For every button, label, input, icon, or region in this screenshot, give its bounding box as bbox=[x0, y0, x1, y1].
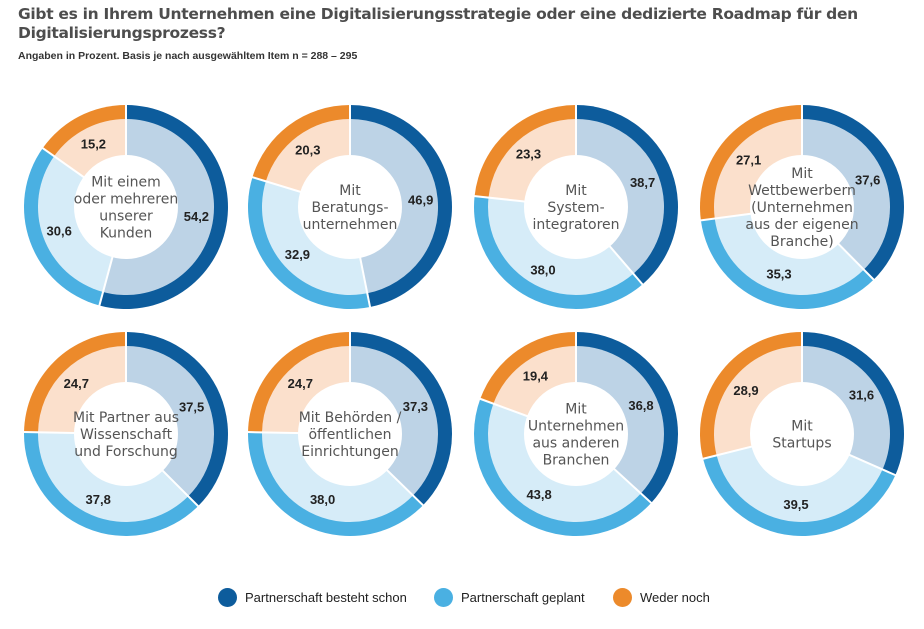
donut-hole bbox=[298, 155, 402, 259]
chart-subtitle: Angaben in Prozent. Basis je nach ausgew… bbox=[18, 50, 358, 62]
category-label: System- bbox=[547, 200, 604, 216]
category-label: Mit bbox=[565, 402, 587, 418]
donut-hole bbox=[298, 382, 402, 486]
category-label: Mit bbox=[339, 183, 361, 199]
category-label: Branche) bbox=[770, 234, 833, 250]
value-label-geplant: 38,0 bbox=[310, 492, 335, 507]
donut-hole bbox=[750, 382, 854, 486]
legend: Partnerschaft besteht schon Partnerschaf… bbox=[0, 584, 924, 610]
donut-hole bbox=[524, 382, 628, 486]
value-label-geplant: 38,0 bbox=[530, 262, 555, 277]
donut-chart-5: 37,5 37,8 24,7 Mit Partner ausWissenschaftu… bbox=[23, 331, 228, 536]
category-label: Branchen bbox=[543, 453, 610, 469]
value-label-geplant: 37,8 bbox=[86, 492, 111, 507]
category-label: (Unternehmen bbox=[751, 200, 853, 216]
value-label-geplant: 30,6 bbox=[47, 224, 72, 239]
value-label-weder: 24,7 bbox=[288, 376, 313, 391]
value-label-besteht: 38,7 bbox=[630, 175, 655, 190]
value-label-weder: 27,1 bbox=[736, 153, 761, 168]
value-label-weder: 15,2 bbox=[81, 136, 106, 151]
category-label: Wissenschaft bbox=[80, 427, 173, 443]
category-label: Beratungs- bbox=[311, 200, 388, 216]
value-label-besteht: 36,8 bbox=[628, 398, 653, 413]
value-label-weder: 24,7 bbox=[64, 376, 89, 391]
category-label: Wettbewerbern bbox=[748, 183, 856, 199]
donut-hole bbox=[750, 155, 854, 259]
value-label-geplant: 32,9 bbox=[285, 247, 310, 262]
category-label: aus anderen bbox=[532, 436, 619, 452]
category-label: oder mehreren bbox=[74, 192, 178, 208]
donut-hole bbox=[74, 382, 178, 486]
donut-chart-6: 37,3 38,0 24,7 Mit Behörden /öffentlichenEi… bbox=[247, 331, 453, 536]
category-label: Mit Behörden / bbox=[299, 410, 402, 426]
category-label: öffentlichen bbox=[308, 427, 391, 443]
category-label: Mit einem bbox=[91, 175, 161, 191]
chart-title: Gibt es in Ihrem Unternehmen eine Digita… bbox=[18, 5, 858, 42]
value-label-geplant: 43,8 bbox=[526, 487, 551, 502]
value-label-weder: 28,9 bbox=[733, 383, 758, 398]
value-label-besteht: 37,3 bbox=[403, 399, 428, 414]
value-label-geplant: 39,5 bbox=[783, 497, 808, 512]
category-label: Mit bbox=[565, 183, 587, 199]
category-label: Unternehmen bbox=[528, 419, 624, 435]
donut-chart-4: 37,6 35,3 27,1 MitWettbewerbern(Unternehmen… bbox=[699, 104, 905, 309]
category-label: und Forschung bbox=[74, 444, 177, 460]
value-label-weder: 20,3 bbox=[295, 142, 320, 157]
legend-item-besteht: Partnerschaft besteht schon bbox=[218, 584, 407, 610]
legend-item-geplant: Partnerschaft geplant bbox=[434, 584, 585, 610]
value-label-weder: 19,4 bbox=[523, 368, 549, 383]
category-label: integratoren bbox=[532, 217, 619, 233]
legend-label-besteht: Partnerschaft besteht schon bbox=[245, 589, 407, 605]
category-label: Mit bbox=[791, 419, 813, 435]
category-label: Einrichtungen bbox=[301, 444, 398, 460]
legend-label-weder: Weder noch bbox=[640, 589, 710, 605]
donut-hole bbox=[524, 155, 628, 259]
value-label-besteht: 54,2 bbox=[184, 209, 209, 224]
category-label: Mit bbox=[791, 166, 813, 182]
legend-swatch-weder bbox=[613, 587, 632, 607]
value-label-besteht: 37,6 bbox=[855, 173, 880, 188]
category-label: unternehmen bbox=[303, 217, 398, 233]
donut-hole bbox=[74, 155, 178, 259]
category-label: Kunden bbox=[100, 226, 153, 242]
category-label: aus der eigenen bbox=[745, 217, 858, 233]
legend-swatch-besteht bbox=[218, 587, 237, 607]
category-label: unserer bbox=[99, 209, 153, 225]
value-label-besteht: 31,6 bbox=[849, 388, 874, 403]
value-label-weder: 23,3 bbox=[516, 147, 541, 162]
value-label-besteht: 37,5 bbox=[179, 399, 204, 414]
value-label-besteht: 46,9 bbox=[408, 193, 433, 208]
category-label: Startups bbox=[772, 436, 831, 452]
legend-label-geplant: Partnerschaft geplant bbox=[461, 589, 585, 605]
category-label: Mit Partner aus bbox=[73, 410, 179, 426]
value-label-geplant: 35,3 bbox=[766, 267, 791, 282]
legend-swatch-geplant bbox=[434, 587, 453, 607]
legend-item-weder: Weder noch bbox=[613, 584, 710, 610]
